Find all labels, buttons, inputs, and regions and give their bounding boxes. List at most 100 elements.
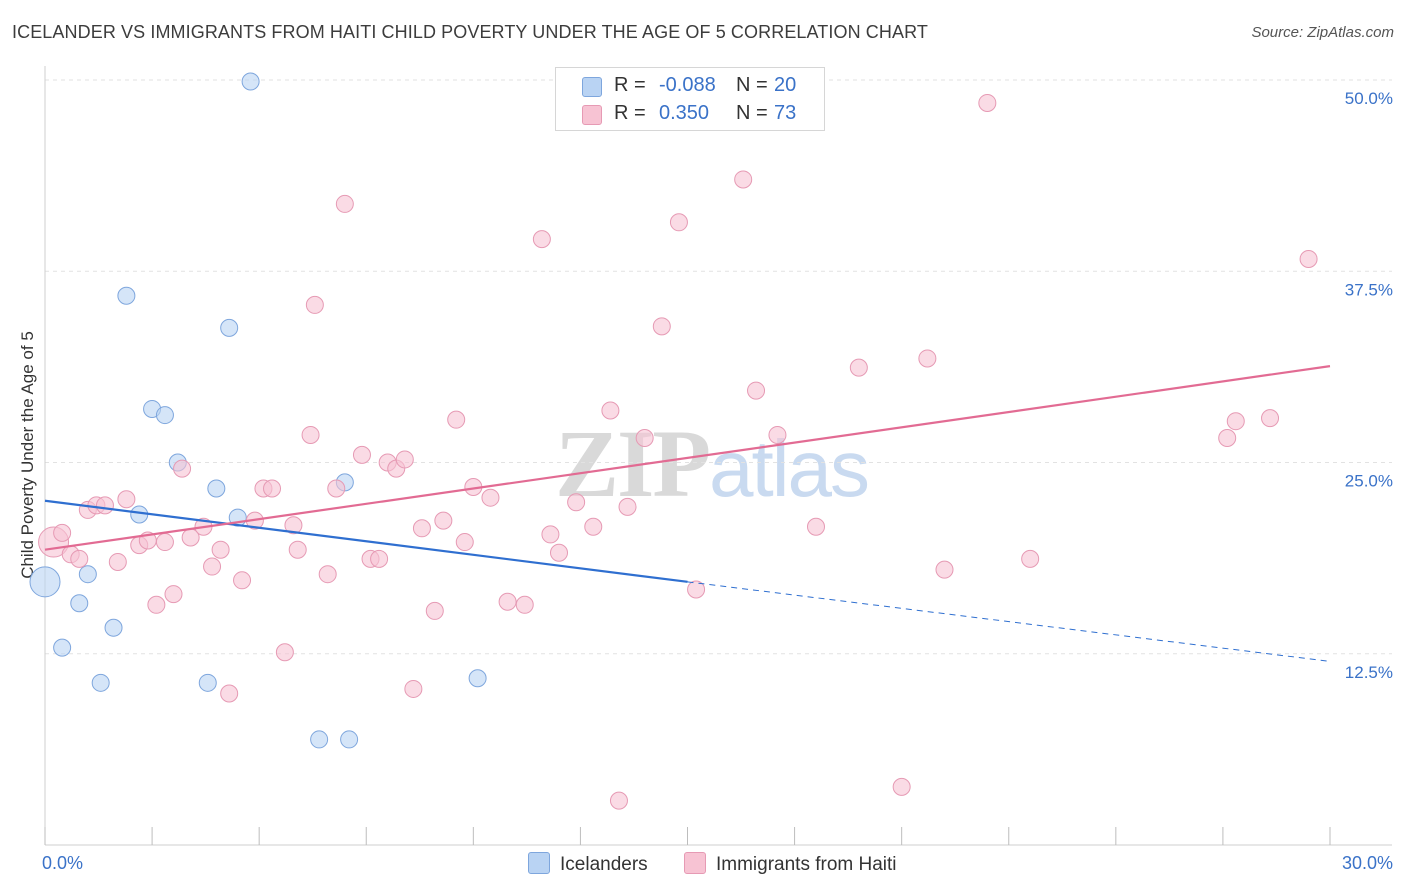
- icelanders-point: [340, 730, 359, 749]
- haiti-point: [541, 525, 560, 544]
- correlation-legend: R = -0.088 N = 20 R = 0.350 N = 73: [555, 67, 825, 131]
- icelanders-point: [117, 286, 136, 305]
- bottom-legend-swatch-icelanders: [528, 852, 550, 874]
- haiti-point: [288, 540, 307, 559]
- y-tick-label: 50.0%: [1345, 89, 1393, 108]
- haiti-point: [687, 580, 706, 599]
- haiti-point: [318, 565, 337, 584]
- legend-n-value: 73: [774, 102, 797, 124]
- haiti-point: [305, 295, 324, 314]
- haiti-point: [515, 595, 534, 614]
- source-credit: Source: ZipAtlas.com: [1251, 24, 1394, 41]
- haiti-point: [95, 496, 114, 515]
- watermark-atlas: atlas: [709, 424, 870, 513]
- legend-swatch-icelanders: [582, 77, 602, 97]
- haiti-point: [768, 425, 787, 444]
- icelanders-trend-extension: [687, 581, 1331, 662]
- icelanders-point: [207, 479, 226, 498]
- haiti-point: [584, 517, 603, 536]
- haiti-point: [220, 684, 239, 703]
- haiti-point: [53, 523, 72, 542]
- bottom-legend-swatch-haiti: [684, 852, 706, 874]
- haiti-point: [455, 533, 474, 552]
- bottom-legend-label-haiti: Immigrants from Haiti: [716, 854, 897, 875]
- haiti-point: [601, 401, 620, 420]
- legend-row-icelanders: R = -0.088 N = 20: [556, 71, 824, 101]
- haiti-point: [412, 519, 431, 538]
- haiti-point: [335, 194, 354, 213]
- haiti-point: [370, 549, 389, 568]
- legend-swatch-haiti: [582, 105, 602, 125]
- haiti-point: [1226, 412, 1245, 431]
- haiti-trend-line: [44, 365, 1331, 551]
- x-tick-label: 30.0%: [1342, 853, 1393, 873]
- haiti-point: [567, 493, 586, 512]
- haiti-point: [434, 511, 453, 530]
- haiti-point: [447, 410, 466, 429]
- haiti-point: [481, 488, 500, 507]
- legend-r-value: -0.088: [659, 74, 716, 96]
- haiti-point: [108, 552, 127, 571]
- haiti-point: [609, 791, 628, 810]
- haiti-point: [1261, 409, 1280, 428]
- haiti-point: [550, 543, 568, 562]
- bottom-legend-icelanders: Icelanders: [528, 852, 648, 876]
- haiti-point: [425, 601, 444, 620]
- icelanders-point: [130, 505, 149, 524]
- haiti-point: [652, 317, 671, 336]
- legend-n-label: N =: [736, 74, 768, 96]
- haiti-point: [935, 560, 954, 579]
- haiti-point: [211, 540, 230, 559]
- haiti-point: [155, 533, 174, 552]
- haiti-point: [327, 479, 346, 498]
- y-tick-label: 25.0%: [1345, 472, 1393, 491]
- haiti-point: [404, 679, 423, 698]
- haiti-point: [284, 516, 303, 535]
- icelanders-point: [155, 406, 174, 425]
- bottom-legend-label-icelanders: Icelanders: [560, 854, 648, 875]
- haiti-point: [669, 213, 688, 232]
- y-tick-label: 37.5%: [1345, 280, 1393, 299]
- icelanders-point: [241, 72, 260, 91]
- haiti-point: [173, 459, 192, 478]
- x-tick-label: 0.0%: [42, 853, 83, 873]
- haiti-point: [498, 592, 517, 611]
- haiti-point: [892, 777, 911, 796]
- haiti-point: [203, 557, 222, 576]
- haiti-point: [164, 585, 183, 604]
- haiti-point: [618, 497, 637, 516]
- legend-row-haiti: R = 0.350 N = 73: [556, 99, 824, 129]
- icelanders-point: [53, 638, 72, 657]
- icelanders-point: [91, 673, 110, 692]
- bottom-legend-haiti: Immigrants from Haiti: [684, 852, 897, 876]
- haiti-point: [734, 170, 753, 189]
- icelanders-point: [468, 669, 487, 688]
- legend-r-value: 0.350: [659, 102, 710, 124]
- icelanders-point: [104, 618, 123, 637]
- haiti-point: [1299, 250, 1318, 269]
- haiti-point: [147, 595, 166, 614]
- legend-r-label: R =: [614, 74, 646, 96]
- haiti-point: [70, 549, 89, 568]
- haiti-point: [1021, 549, 1040, 568]
- icelanders-point: [310, 730, 329, 749]
- haiti-point: [117, 490, 136, 509]
- haiti-point: [635, 429, 654, 448]
- haiti-point: [807, 517, 825, 536]
- haiti-point: [233, 571, 252, 590]
- haiti-point: [263, 479, 282, 498]
- icelanders-point: [70, 594, 89, 613]
- haiti-point: [918, 349, 937, 368]
- haiti-point: [1218, 429, 1237, 448]
- haiti-point: [301, 425, 320, 444]
- haiti-point: [395, 450, 414, 469]
- icelanders-point: [78, 565, 97, 584]
- icelanders-trend-line: [44, 499, 688, 583]
- y-axis-label: Child Poverty Under the Age of 5: [18, 331, 37, 579]
- haiti-point: [747, 381, 766, 400]
- y-tick-label: 12.5%: [1345, 663, 1393, 682]
- legend-r-label: R =: [614, 102, 646, 124]
- haiti-point: [352, 445, 371, 464]
- icelanders-point: [29, 566, 61, 598]
